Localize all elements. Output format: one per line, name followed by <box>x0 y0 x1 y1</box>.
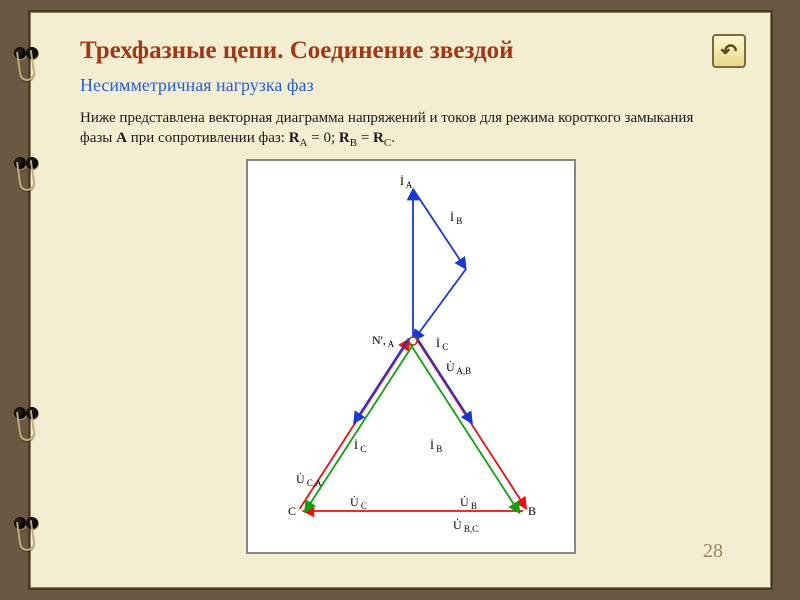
svg-text:N', A: N', A <box>372 333 395 349</box>
svg-text:C: C <box>288 504 296 518</box>
svg-text:U̇ C,A: U̇ C,A <box>296 472 322 488</box>
description-text: Ниже представлена векторная диаграмма на… <box>80 108 720 151</box>
diagram-svg: İ A İ B İ C N', A U̇ A,B İ C İ B U̇ C,A U̇ C U̇ B… <box>248 161 578 556</box>
svg-text:B: B <box>528 504 536 518</box>
svg-text:İ C: İ C <box>354 438 366 454</box>
svg-text:İ B: İ B <box>450 210 462 226</box>
svg-text:İ B: İ B <box>430 438 442 454</box>
page-title: Трехфазные цепи. Соединение звездой <box>80 37 741 65</box>
content-area: Трехфазные цепи. Соединение звездой Неси… <box>80 37 741 554</box>
svg-text:İ C: İ C <box>436 336 448 352</box>
svg-text:U̇ B,C: U̇ B,C <box>453 518 478 534</box>
page-number: 28 <box>703 540 723 563</box>
vector-diagram: İ A İ B İ C N', A U̇ A,B İ C İ B U̇ C,A U̇ C U̇ B… <box>246 159 576 554</box>
svg-text:U̇ C: U̇ C <box>350 495 367 511</box>
svg-text:U̇ B: U̇ B <box>460 495 477 511</box>
svg-text:İ A: İ A <box>400 174 413 190</box>
page-frame: ↶ Трехфазные цепи. Соединение звездой Не… <box>28 10 773 590</box>
svg-text:U̇ A,B: U̇ A,B <box>446 360 471 376</box>
page-subtitle: Несимметричная нагрузка фаз <box>80 75 741 96</box>
